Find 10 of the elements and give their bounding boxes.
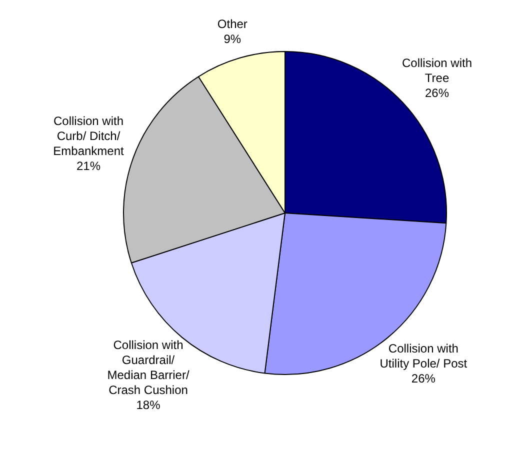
slice-label: Collision with Utility Pole/ Post: [380, 341, 468, 370]
data-label: 26%: [424, 86, 450, 100]
slice-label: Collision with Curb/ Ditch/ Embankment: [53, 114, 125, 158]
data-label: 9%: [224, 32, 242, 46]
data-label: 18%: [136, 398, 161, 412]
slice-label: Collision with Tree: [402, 56, 472, 86]
slice-label: Collision with Guardrail/ Median Barrier/ Crash Cushion: [107, 338, 190, 397]
data-label: 26%: [411, 371, 436, 386]
data-label: 21%: [76, 158, 101, 173]
slice-label: Other: [217, 16, 248, 31]
